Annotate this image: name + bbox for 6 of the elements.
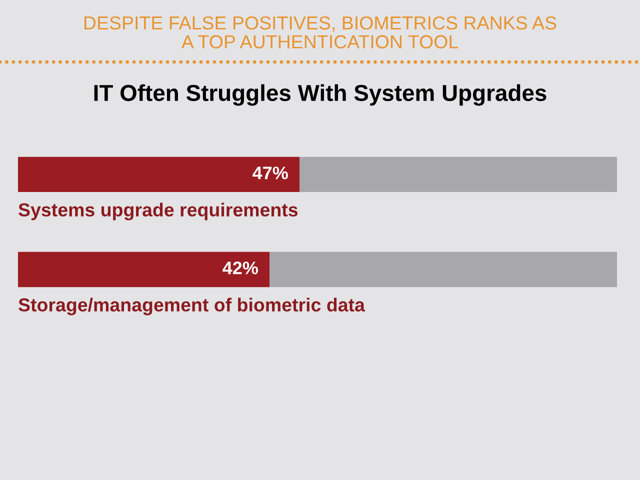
data-label: 42%: [222, 262, 258, 274]
chart-subtitle: IT Often Struggles With System Upgrades: [94, 84, 546, 106]
y-tick-label: Storage/management of biometric data: [18, 298, 366, 316]
y-tick-label: Systems upgrade requirements: [18, 202, 298, 220]
data-label: 47%: [252, 166, 288, 180]
chart-title: DESPITE FALSE POSITIVES, BIOMETRICS RANKS AS A TOP AUTHENTICATION TOOL: [84, 16, 556, 48]
